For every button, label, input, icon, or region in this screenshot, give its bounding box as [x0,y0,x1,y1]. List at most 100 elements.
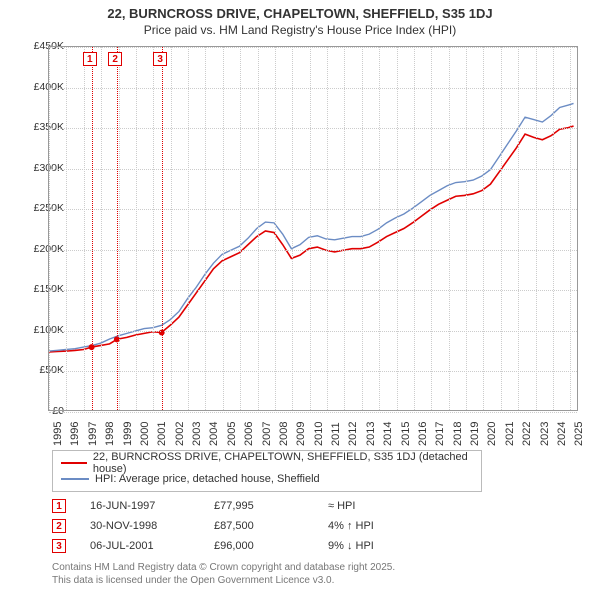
legend-label: HPI: Average price, detached house, Shef… [95,473,320,485]
sale-marker-line [92,47,93,410]
x-axis-tick-label: 2005 [226,422,238,446]
x-axis-tick-label: 2002 [174,422,186,446]
gridline-vertical [397,47,398,410]
table-date: 06-JUL-2001 [90,540,190,552]
table-price: £96,000 [214,540,304,552]
x-axis-tick-label: 1996 [69,422,81,446]
gridline-vertical [449,47,450,410]
gridline-vertical [223,47,224,410]
gridline-horizontal [49,250,577,251]
x-axis-tick-label: 2003 [191,422,203,446]
gridline-vertical [362,47,363,410]
table-row: 116-JUN-1997£77,995≈ HPI [52,496,448,516]
gridline-vertical [501,47,502,410]
table-date: 30-NOV-1998 [90,520,190,532]
legend-label: 22, BURNCROSS DRIVE, CHAPELTOWN, SHEFFIE… [93,451,473,475]
x-axis-tick-label: 2023 [539,422,551,446]
x-axis-tick-label: 1998 [104,422,116,446]
series-line-hpi [49,103,574,351]
chart-subtitle: Price paid vs. HM Land Registry's House … [0,23,600,37]
gridline-vertical [101,47,102,410]
x-axis-tick-label: 2013 [365,422,377,446]
gridline-vertical [171,47,172,410]
gridline-vertical [431,47,432,410]
chart-title: 22, BURNCROSS DRIVE, CHAPELTOWN, SHEFFIE… [0,6,600,21]
table-price: £87,500 [214,520,304,532]
gridline-vertical [466,47,467,410]
x-axis-tick-label: 2025 [573,422,585,446]
x-axis-tick-label: 2010 [313,422,325,446]
gridline-horizontal [49,331,577,332]
gridline-vertical [205,47,206,410]
footer-attribution: Contains HM Land Registry data © Crown c… [52,562,395,587]
footer-line-2: This data is licensed under the Open Gov… [52,575,334,586]
x-axis-tick-label: 2021 [504,422,516,446]
x-axis-tick-label: 1997 [87,422,99,446]
table-marker: 1 [52,499,66,513]
x-axis-tick-label: 2018 [452,422,464,446]
gridline-vertical [536,47,537,410]
x-axis-tick-label: 2015 [400,422,412,446]
x-axis-tick-label: 2000 [139,422,151,446]
gridline-vertical [518,47,519,410]
x-axis-tick-label: 2022 [521,422,533,446]
table-hpi: ≈ HPI [328,500,448,512]
x-axis-tick-label: 2014 [382,422,394,446]
x-axis-tick-label: 2017 [434,422,446,446]
gridline-vertical [119,47,120,410]
gridline-vertical [240,47,241,410]
gridline-horizontal [49,47,577,48]
gridline-vertical [310,47,311,410]
table-marker: 3 [52,539,66,553]
x-axis-tick-label: 2008 [278,422,290,446]
x-axis-tick-label: 2011 [330,422,342,446]
chart-svg [49,47,577,410]
x-axis-tick-label: 2004 [208,422,220,446]
chart-legend: 22, BURNCROSS DRIVE, CHAPELTOWN, SHEFFIE… [52,450,482,492]
gridline-vertical [570,47,571,410]
legend-row: 22, BURNCROSS DRIVE, CHAPELTOWN, SHEFFIE… [61,455,473,471]
table-marker: 2 [52,519,66,533]
gridline-vertical [84,47,85,410]
footer-line-1: Contains HM Land Registry data © Crown c… [52,562,395,573]
gridline-horizontal [49,290,577,291]
x-axis-tick-label: 2001 [156,422,168,446]
gridline-vertical [136,47,137,410]
gridline-vertical [275,47,276,410]
x-axis-tick-label: 1999 [122,422,134,446]
sales-table: 116-JUN-1997£77,995≈ HPI230-NOV-1998£87,… [52,496,448,556]
gridline-vertical [553,47,554,410]
gridline-vertical [379,47,380,410]
x-axis-tick-label: 2009 [295,422,307,446]
x-axis-tick-label: 2024 [556,422,568,446]
gridline-vertical [327,47,328,410]
gridline-horizontal [49,371,577,372]
x-axis-tick-label: 2012 [347,422,359,446]
table-hpi: 9% ↓ HPI [328,540,448,552]
x-axis-tick-label: 2006 [243,422,255,446]
x-axis-tick-label: 2020 [486,422,498,446]
table-row: 2 30-NOV-1998 £87,500 4% ↑ HPI [52,516,448,536]
gridline-horizontal [49,412,577,413]
gridline-vertical [414,47,415,410]
chart-plot-area [48,46,578,411]
x-axis-tick-label: 2019 [469,422,481,446]
gridline-horizontal [49,169,577,170]
table-date: 16-JUN-1997 [90,500,190,512]
table-hpi: 4% ↑ HPI [328,520,448,532]
gridline-horizontal [49,209,577,210]
gridline-vertical [153,47,154,410]
x-axis-tick-label: 2016 [417,422,429,446]
sale-marker-line [117,47,118,410]
table-row: 3 06-JUL-2001 £96,000 9% ↓ HPI [52,536,448,556]
gridline-vertical [66,47,67,410]
legend-swatch [61,462,87,464]
sale-marker-box: 1 [83,52,97,66]
gridline-vertical [258,47,259,410]
x-axis-tick-label: 1995 [52,422,64,446]
sale-marker-box: 3 [153,52,167,66]
gridline-vertical [483,47,484,410]
gridline-vertical [292,47,293,410]
x-axis-tick-label: 2007 [261,422,273,446]
sale-marker-line [162,47,163,410]
